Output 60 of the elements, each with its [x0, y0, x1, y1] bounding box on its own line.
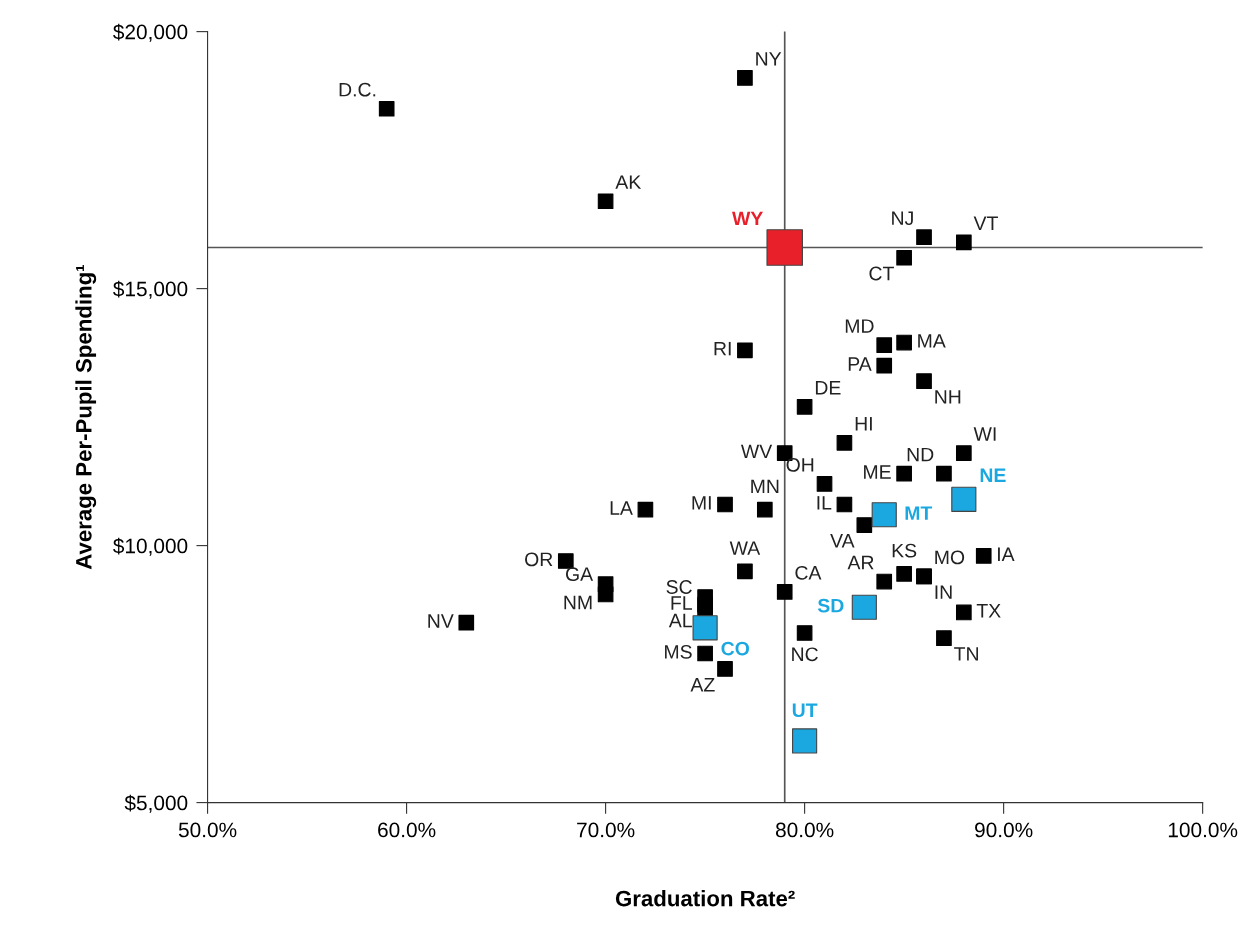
- annotation: OH: [786, 457, 814, 472]
- annotation: OR: [525, 552, 553, 567]
- annotation: ME: [864, 465, 891, 479]
- annotation: NV: [428, 614, 454, 628]
- annotation: NC: [792, 647, 818, 662]
- x-tick-label: 100.0%: [1168, 822, 1238, 838]
- annotation: WI: [973, 427, 996, 441]
- annotation: WY: [732, 211, 764, 226]
- annotation: RI: [714, 341, 731, 356]
- annotation: TN: [954, 647, 978, 661]
- x-tick-label: 70.0%: [577, 822, 635, 838]
- annotation: NM: [564, 595, 592, 610]
- y-axis-title: Average Per-Pupil Spending¹: [75, 265, 97, 570]
- annotation: IL: [817, 496, 832, 510]
- annotation: NJ: [892, 211, 913, 226]
- annotation: SD: [817, 598, 844, 613]
- annotation: GA: [565, 567, 594, 582]
- annotation: VT: [973, 216, 998, 230]
- annotation: AZ: [690, 678, 715, 692]
- annotation: IA: [998, 547, 1015, 561]
- annotation: CO: [721, 641, 750, 656]
- x-tick-label: 80.0%: [775, 822, 834, 838]
- annotation: MD: [845, 319, 874, 333]
- x-tick-label: 90.0%: [975, 822, 1033, 838]
- annotation: NH: [935, 390, 961, 404]
- x-tick-label: 50.0%: [178, 822, 237, 838]
- annotation: WA: [729, 541, 761, 555]
- annotation: MA: [918, 334, 946, 348]
- annotation: D.C.: [339, 82, 376, 97]
- annotation: ND: [907, 447, 934, 462]
- annotation: WV: [740, 444, 773, 459]
- y-tick-label: $5,000: [124, 794, 188, 813]
- y-tick-label: $20,000: [113, 23, 188, 42]
- annotation: VA: [830, 534, 855, 548]
- annotation: TX: [976, 604, 1001, 618]
- annotation: MO: [935, 550, 965, 565]
- annotation: LA: [610, 501, 633, 515]
- annotation: MI: [692, 496, 711, 510]
- annotation: AK: [615, 175, 642, 189]
- annotation: UT: [792, 703, 818, 718]
- annotation: AR: [847, 555, 874, 570]
- annotation: MT: [905, 506, 933, 520]
- x-axis-title: Graduation Rate²: [615, 890, 795, 907]
- annotation: CA: [795, 565, 822, 580]
- annotation: SC: [666, 580, 692, 594]
- y-tick-label: $15,000: [113, 280, 188, 299]
- annotation: IN: [935, 585, 952, 599]
- annotation: MS: [665, 644, 692, 659]
- annotation: AL: [668, 613, 692, 628]
- annotation: NY: [756, 52, 782, 66]
- annotation: PA: [848, 357, 872, 371]
- x-tick-label: 60.0%: [378, 822, 436, 838]
- annotation: KS: [892, 543, 917, 558]
- annotation: CT: [869, 266, 894, 281]
- annotation: HI: [855, 417, 872, 431]
- y-tick-label: $10,000: [113, 537, 188, 556]
- annotation: MN: [751, 479, 779, 494]
- annotation: DE: [815, 381, 841, 395]
- annotation: FL: [671, 596, 692, 610]
- annotation: NE: [980, 468, 1006, 482]
